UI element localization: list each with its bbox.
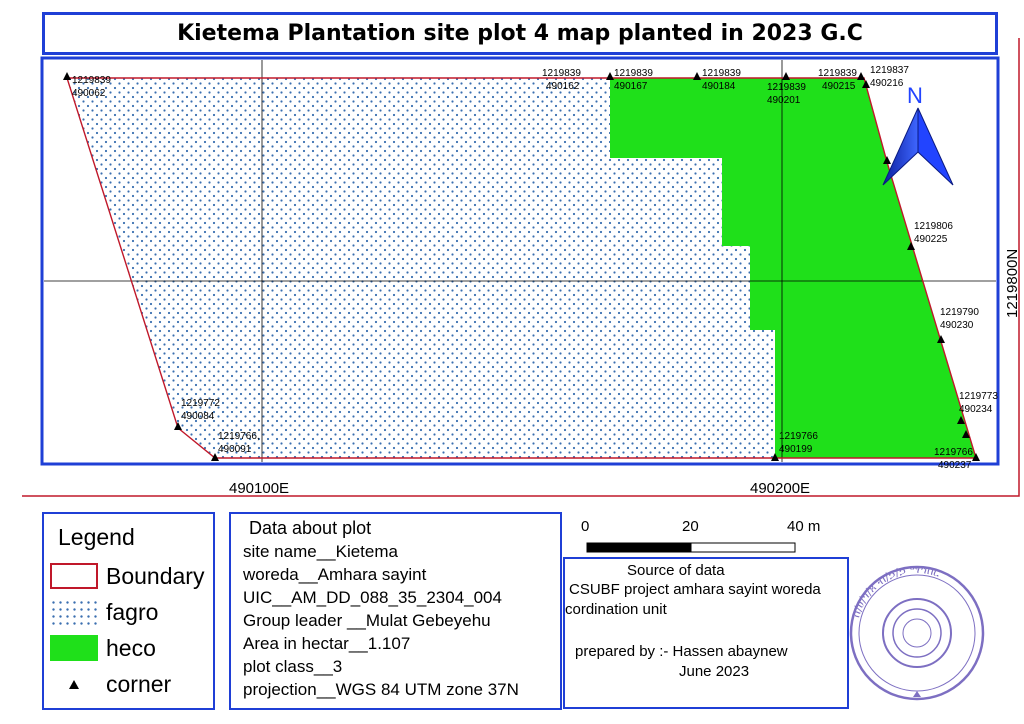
corner-label-e: 490201 [767,95,801,106]
scale-bar [586,542,796,553]
boundary-swatch-icon [50,563,98,589]
corner-label-n: 1219790 [940,307,979,318]
corner-marker [972,453,980,461]
corner-marker [857,72,865,80]
corner-label-e: 490216 [870,78,904,89]
corner-label-e: 490162 [546,81,580,92]
corner-label-n: 1219839 [818,68,857,79]
stamp-text: ስ/ሀ/ጎ/ጸ ብ/ኃ/ኃ ማኅበር [849,563,941,619]
legend-panel: Legend Boundary fagro heco corner [42,512,215,710]
legend-item-heco: heco [50,634,156,662]
grid-label-x-right: 490200E [750,480,810,497]
corner-label-e: 490184 [702,81,736,92]
corner-label-e: 490199 [779,444,813,455]
stamp-seal: ስ/ሀ/ጎ/ጸ ብ/ኃ/ኃ ማኅበር [849,563,985,701]
plot-info-line: site name__Kietema [243,542,398,561]
plot-info-line: plot class__3 [243,657,343,676]
legend-label: corner [106,670,172,697]
corner-label-n: 1219766, [218,431,260,442]
corner-label-e: 490091 [218,444,252,455]
corner-label-e: 490215 [822,81,856,92]
legend-label: heco [106,634,156,661]
corner-label-n: 1219839 [702,68,741,79]
fagro-area [67,78,775,458]
corner-label-n: 1219839 [542,68,581,79]
legend-item-fagro: fagro [50,598,158,626]
corner-label-n: 1219806 [914,221,953,232]
grid-label-x-left: 490100E [229,480,289,497]
scale-label: 40 m [787,518,821,535]
plot-info-title: Data about plot [249,518,372,538]
source-line: CSUBF project amhara sayint woreda [569,581,821,598]
corner-marker [957,416,965,424]
plot-info-panel: Data about plot site name__Kietema wored… [229,512,562,710]
scale-label: 20 [682,518,699,535]
map-title: Kietema Plantation site plot 4 map plant… [177,21,863,46]
corner-labels: 1219839 490062 1219839 490162 1219839 49… [72,65,998,471]
corner-marker [782,72,790,80]
map-title-box: Kietema Plantation site plot 4 map plant… [42,12,998,55]
source-line: cordination unit [565,601,667,618]
corner-marker [962,430,970,438]
prepared-date: June 2023 [679,663,750,680]
scale-label: 0 [581,518,590,535]
legend-item-corner: corner [50,670,171,698]
heco-swatch-icon [50,635,98,661]
north-arrow-icon: N [882,83,954,186]
corner-label-n: 1219766 [934,447,973,458]
corner-label-n: 1219772 [181,398,220,409]
legend-item-boundary: Boundary [50,562,204,590]
fagro-swatch-icon [50,599,98,625]
corner-label-n: 1219837 [870,65,909,76]
corner-markers [63,72,980,461]
corner-label-e: 490230 [940,320,974,331]
corner-triangle-icon [50,671,98,697]
corner-marker [174,422,182,430]
plot-info-line: Group leader __Mulat Gebeyehu [243,611,491,630]
legend-label: fagro [106,598,159,625]
legend-label: Boundary [106,562,205,589]
corner-marker [63,72,71,80]
corner-marker [606,72,614,80]
plot-info-line: woreda__Amhara sayint [243,565,427,584]
corner-label-n: 1219839 [767,82,806,93]
corner-marker [862,80,870,88]
corner-marker [211,453,219,461]
plot-info-line: Area in hectar__1.107 [243,634,411,653]
corner-label-e: 490225 [914,234,948,245]
source-panel: Source of data CSUBF project amhara sayi… [563,557,849,709]
corner-marker [883,156,891,164]
north-label: N [907,83,923,108]
corner-label-e: 490234 [959,404,993,415]
source-heading: Source of data [627,562,725,579]
heco-area [610,78,976,458]
corner-label-e: 490237 [938,460,972,471]
corner-label-n: 1219766 [779,431,818,442]
corner-marker [771,453,779,461]
corner-label-e: 490084 [181,411,215,422]
corner-label-n: 1219839 [72,75,111,86]
corner-label-n: 1219773 [959,391,998,402]
grid-label-y: 1219800N [1004,249,1021,318]
corner-label-e: 490062 [72,88,106,99]
corner-marker [907,242,915,250]
plot-info-line: projection__WGS 84 UTM zone 37N [243,680,519,699]
corner-marker [693,72,701,80]
plot-info-line: UIC__AM_DD_088_35_2304_004 [243,588,502,607]
extent-line [22,38,1020,497]
corner-label-n: 1219839 [614,68,653,79]
corner-label-e: 490167 [614,81,648,92]
legend-title: Legend [58,524,135,550]
prepared-by: prepared by :- Hassen abaynew [575,643,788,660]
corner-marker [937,335,945,343]
svg-text:ስ/ሀ/ጎ/ጸ ብ/ኃ/ኃ ማኅበር: ስ/ሀ/ጎ/ጸ ብ/ኃ/ኃ ማኅበር [849,563,941,619]
